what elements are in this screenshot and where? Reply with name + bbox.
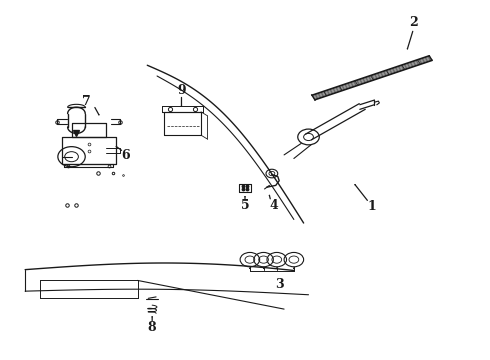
Text: 7: 7 — [82, 95, 91, 108]
Text: 6: 6 — [121, 149, 129, 162]
Text: 3: 3 — [275, 278, 284, 291]
Text: 8: 8 — [148, 321, 156, 334]
Text: 2: 2 — [409, 17, 418, 30]
Text: 5: 5 — [241, 199, 249, 212]
Text: 1: 1 — [368, 201, 376, 213]
Text: 9: 9 — [177, 84, 186, 97]
Text: 4: 4 — [269, 199, 278, 212]
